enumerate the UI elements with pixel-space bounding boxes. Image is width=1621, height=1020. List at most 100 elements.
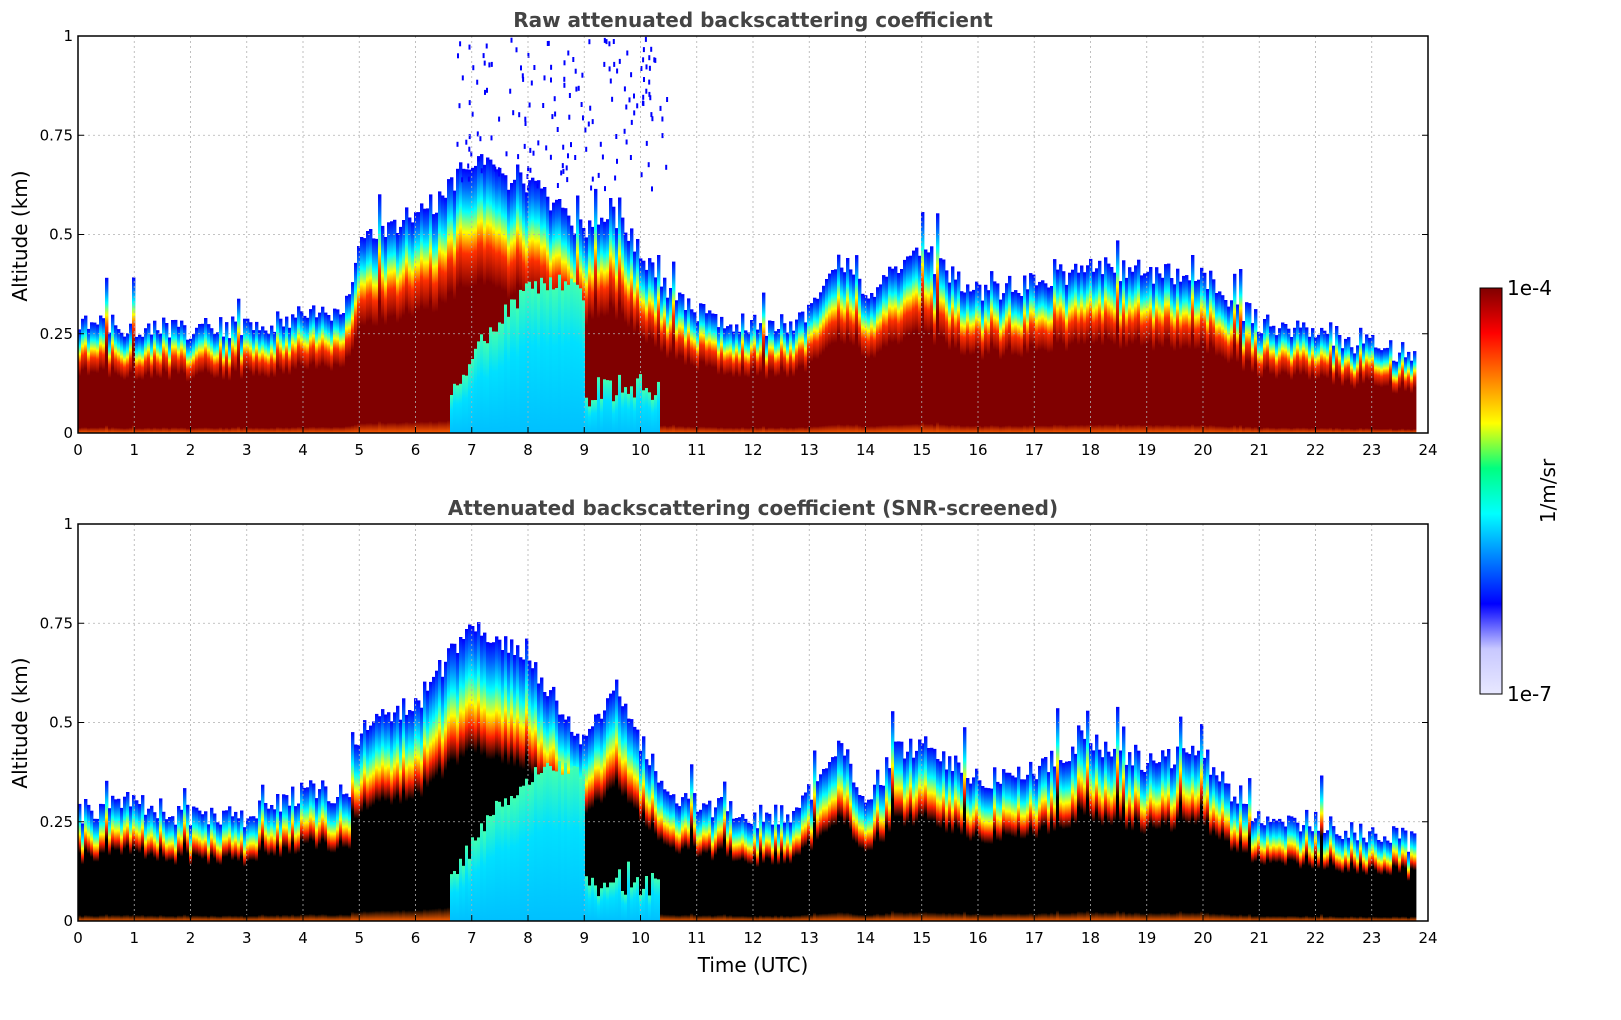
heatmap-column	[1395, 827, 1399, 921]
heatmap-column	[255, 321, 259, 433]
heatmap-column-convective	[522, 291, 526, 433]
heatmap-column	[1029, 273, 1033, 433]
heatmap-column	[1395, 361, 1399, 433]
heatmap-column	[516, 645, 520, 921]
heatmap-column	[345, 295, 349, 433]
heatmap-column	[153, 320, 157, 433]
heatmap-column	[231, 316, 235, 433]
noise-speck	[551, 114, 554, 120]
heatmap-column-convective	[483, 831, 487, 921]
heatmap-column	[1266, 314, 1270, 433]
heatmap-column	[1074, 753, 1078, 921]
heatmap-column	[1158, 762, 1162, 921]
heatmap-column	[849, 269, 853, 433]
heatmap-column	[969, 783, 973, 921]
x-axis-label: Time (UTC)	[697, 953, 809, 977]
y-tick-label: 0.25	[40, 813, 73, 831]
panel-snr-x-ticks: 0 1 2 3 4 5 6 7 8 9 10 11 12 13 14 15 16 17 18 19 20 21 22 23 24	[73, 915, 1438, 947]
heatmap-column	[357, 246, 361, 433]
heatmap-column	[651, 262, 655, 433]
heatmap-column-convective	[528, 784, 532, 921]
heatmap-column	[1383, 836, 1387, 921]
heatmap-column	[792, 811, 796, 921]
heatmap-column	[765, 812, 769, 921]
heatmap-column	[1056, 269, 1060, 433]
heatmap-column	[1092, 750, 1096, 921]
heatmap-column	[1356, 345, 1360, 433]
heatmap-column	[906, 751, 910, 921]
heatmap-column	[588, 220, 592, 433]
noise-speck	[642, 57, 645, 63]
heatmap-column-convective	[516, 795, 520, 921]
heatmap-column-convective	[510, 299, 514, 433]
heatmap-column	[1095, 268, 1099, 433]
heatmap-column	[972, 289, 976, 433]
heatmap-column	[456, 168, 460, 434]
heatmap-column	[777, 329, 781, 433]
heatmap-column	[858, 278, 862, 433]
heatmap-column	[489, 159, 493, 433]
heatmap-column	[642, 736, 646, 921]
heatmap-column	[291, 786, 295, 921]
noise-speck	[532, 150, 535, 156]
heatmap-column	[228, 338, 232, 433]
noise-speck	[471, 111, 474, 117]
heatmap-column-convective	[618, 374, 622, 433]
heatmap-column	[1377, 348, 1381, 433]
heatmap-column	[144, 814, 148, 921]
heatmap-column	[1176, 268, 1180, 433]
heatmap-column	[138, 334, 142, 433]
noise-speck	[591, 176, 594, 182]
heatmap-column	[1224, 783, 1228, 921]
heatmap-column	[933, 274, 937, 433]
heatmap-column	[288, 327, 292, 433]
heatmap-column-convective	[546, 762, 550, 921]
heatmap-column	[975, 768, 979, 921]
noise-speck	[648, 79, 651, 85]
heatmap-column-convective	[459, 383, 463, 433]
heatmap-column	[483, 632, 487, 921]
heatmap-column	[369, 725, 373, 921]
heatmap-column-convective	[594, 400, 598, 433]
heatmap-column	[84, 799, 88, 921]
heatmap-column	[792, 330, 796, 433]
heatmap-column	[627, 240, 631, 433]
heatmap-column	[909, 255, 913, 433]
noise-speck	[536, 183, 539, 189]
heatmap-column	[90, 810, 94, 921]
x-tick-label: 0	[73, 441, 83, 459]
heatmap-column	[477, 156, 481, 433]
heatmap-column	[354, 262, 358, 433]
noise-speck	[585, 146, 588, 152]
heatmap-column	[342, 313, 346, 433]
heatmap-column	[1041, 280, 1045, 433]
heatmap-column	[717, 327, 721, 433]
heatmap-column	[906, 256, 910, 433]
colorbar-max-label: 1e-4	[1507, 276, 1552, 300]
heatmap-column-convective	[519, 289, 523, 433]
heatmap-column	[1236, 803, 1240, 921]
heatmap-column	[876, 287, 880, 433]
heatmap-column-convective	[630, 887, 634, 921]
heatmap-column	[663, 789, 667, 921]
heatmap-column-convective	[603, 882, 607, 921]
heatmap-column	[1059, 760, 1063, 921]
heatmap-column	[444, 661, 448, 921]
heatmap-column	[108, 808, 112, 921]
noise-speck	[467, 163, 470, 169]
noise-speck	[614, 175, 617, 181]
y-tick-label: 0.5	[49, 714, 73, 732]
heatmap-column	[441, 195, 445, 433]
panel-raw-heatmap	[78, 36, 1417, 434]
heatmap-column-convective	[561, 290, 565, 433]
heatmap-column-convective	[570, 769, 574, 921]
heatmap-column	[762, 292, 766, 433]
heatmap-column	[465, 169, 469, 434]
heatmap-column	[78, 803, 82, 921]
heatmap-column	[1206, 749, 1210, 921]
panel-raw-x-ticks: 0 1 2 3 4 5 6 7 8 9 10 11 12 13 14 15 16 17 18 19 20 21 22 23 24	[73, 427, 1438, 459]
heatmap-column-convective	[480, 334, 484, 433]
heatmap-column	[1341, 839, 1345, 921]
heatmap-column	[1314, 337, 1318, 433]
x-tick-label: 5	[354, 441, 364, 459]
